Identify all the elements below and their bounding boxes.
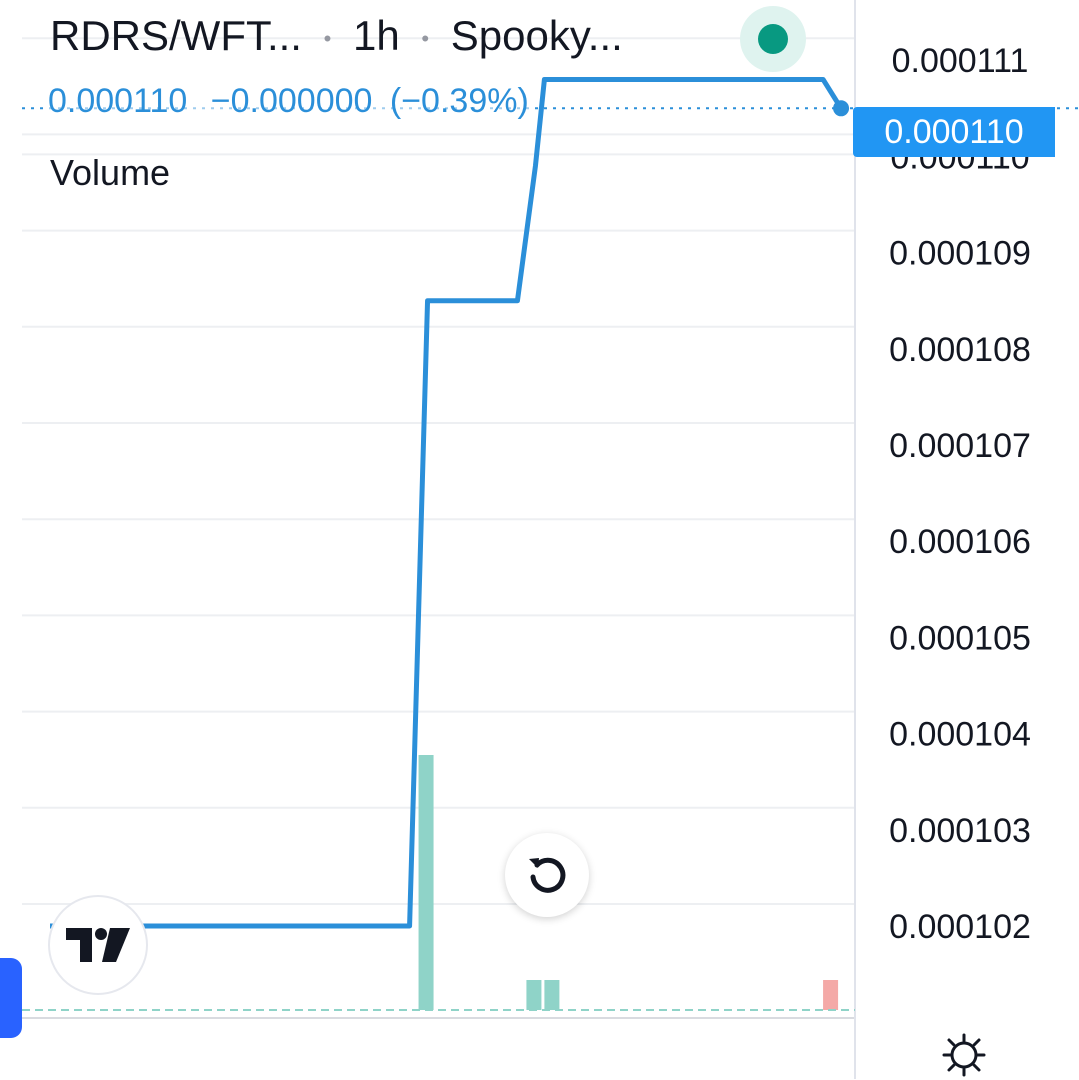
settings-gear-icon[interactable] [936, 1030, 992, 1080]
tradingview-logo-icon[interactable] [48, 895, 148, 995]
last-price-value: 0.000110 [48, 82, 188, 120]
volume-bar [526, 980, 542, 1010]
market-status-dot-icon[interactable] [740, 6, 806, 72]
price-axis[interactable]: 0.0001110.0001100.0001090.0001080.000107… [889, 42, 1031, 946]
volume-bar [823, 980, 839, 1010]
separator-dot: • [421, 25, 430, 51]
y-axis-tick-label: 0.000105 [889, 619, 1031, 657]
symbol-legend[interactable]: RDRS/WFT... • 1h • Spooky... [50, 12, 623, 60]
scroll-handle[interactable] [0, 958, 22, 1038]
y-axis-tick-label: 0.000107 [889, 427, 1031, 465]
price-legend: 0.000110 −0.000000 (−0.39%) [48, 82, 529, 121]
y-axis-tick-label: 0.000111 [892, 42, 1029, 80]
price-line-series [50, 76, 844, 929]
volume-bars [418, 755, 839, 1010]
price-change-percent: (−0.39%) [389, 82, 529, 120]
reset-arrow-glyph [529, 857, 566, 893]
chart-grid [22, 37, 855, 905]
interval-label: 1h [353, 12, 400, 59]
volume-bar [544, 980, 560, 1010]
symbol-name: RDRS/WFT... [50, 12, 302, 59]
last-price-badge: 0.000110 [853, 107, 1055, 157]
y-axis-tick-label: 0.000103 [889, 812, 1031, 850]
logo-glyph [66, 928, 130, 962]
last-price-point [833, 100, 850, 117]
volume-bar [418, 755, 434, 1010]
y-axis-tick-label: 0.000108 [889, 331, 1031, 369]
exchange-name: Spooky... [450, 12, 623, 59]
price-change: −0.000000 [210, 82, 373, 120]
volume-legend[interactable]: Volume [50, 152, 171, 193]
separator-dot: • [323, 25, 332, 51]
y-axis-tick-label: 0.000106 [889, 523, 1031, 561]
reset-chart-icon[interactable] [505, 833, 589, 917]
status-dot [758, 24, 788, 54]
y-axis-tick-label: 0.000109 [889, 235, 1031, 273]
price-series [50, 76, 850, 929]
y-axis-tick-label: 0.000104 [889, 716, 1031, 754]
gear-glyph [942, 1033, 986, 1077]
y-axis-tick-label: 0.000102 [889, 908, 1031, 946]
